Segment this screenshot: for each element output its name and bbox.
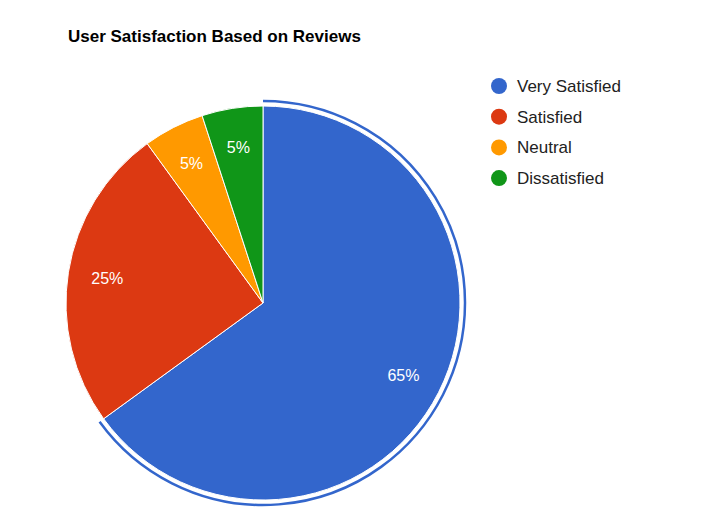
legend: Very Satisfied Satisfied Neutral Dissatisfi… bbox=[491, 77, 621, 188]
data-label: 5% bbox=[227, 139, 250, 156]
title: User Satisfaction Based on Reviews bbox=[68, 27, 361, 46]
chart: User Satisfaction Based on Reviews 65% 25%… bbox=[0, 0, 701, 522]
legend-label: Very Satisfied bbox=[517, 77, 621, 96]
data-labels: 65% 25% 5% 5% bbox=[91, 139, 419, 383]
slices bbox=[100, 101, 465, 505]
background bbox=[0, 0, 701, 522]
legend-swatch bbox=[491, 109, 507, 125]
legend-label: Satisfied bbox=[517, 108, 582, 127]
legend-swatch bbox=[491, 139, 507, 155]
data-label: 5% bbox=[180, 155, 203, 172]
legend-label: Dissatisfied bbox=[517, 169, 604, 188]
slice-highlight bbox=[100, 101, 465, 505]
legend-swatch bbox=[491, 78, 507, 94]
data-label: 25% bbox=[91, 270, 123, 287]
legend-label: Neutral bbox=[517, 138, 572, 157]
legend-swatch bbox=[491, 170, 507, 186]
pie-slice bbox=[202, 106, 263, 303]
data-label: 65% bbox=[387, 367, 419, 384]
